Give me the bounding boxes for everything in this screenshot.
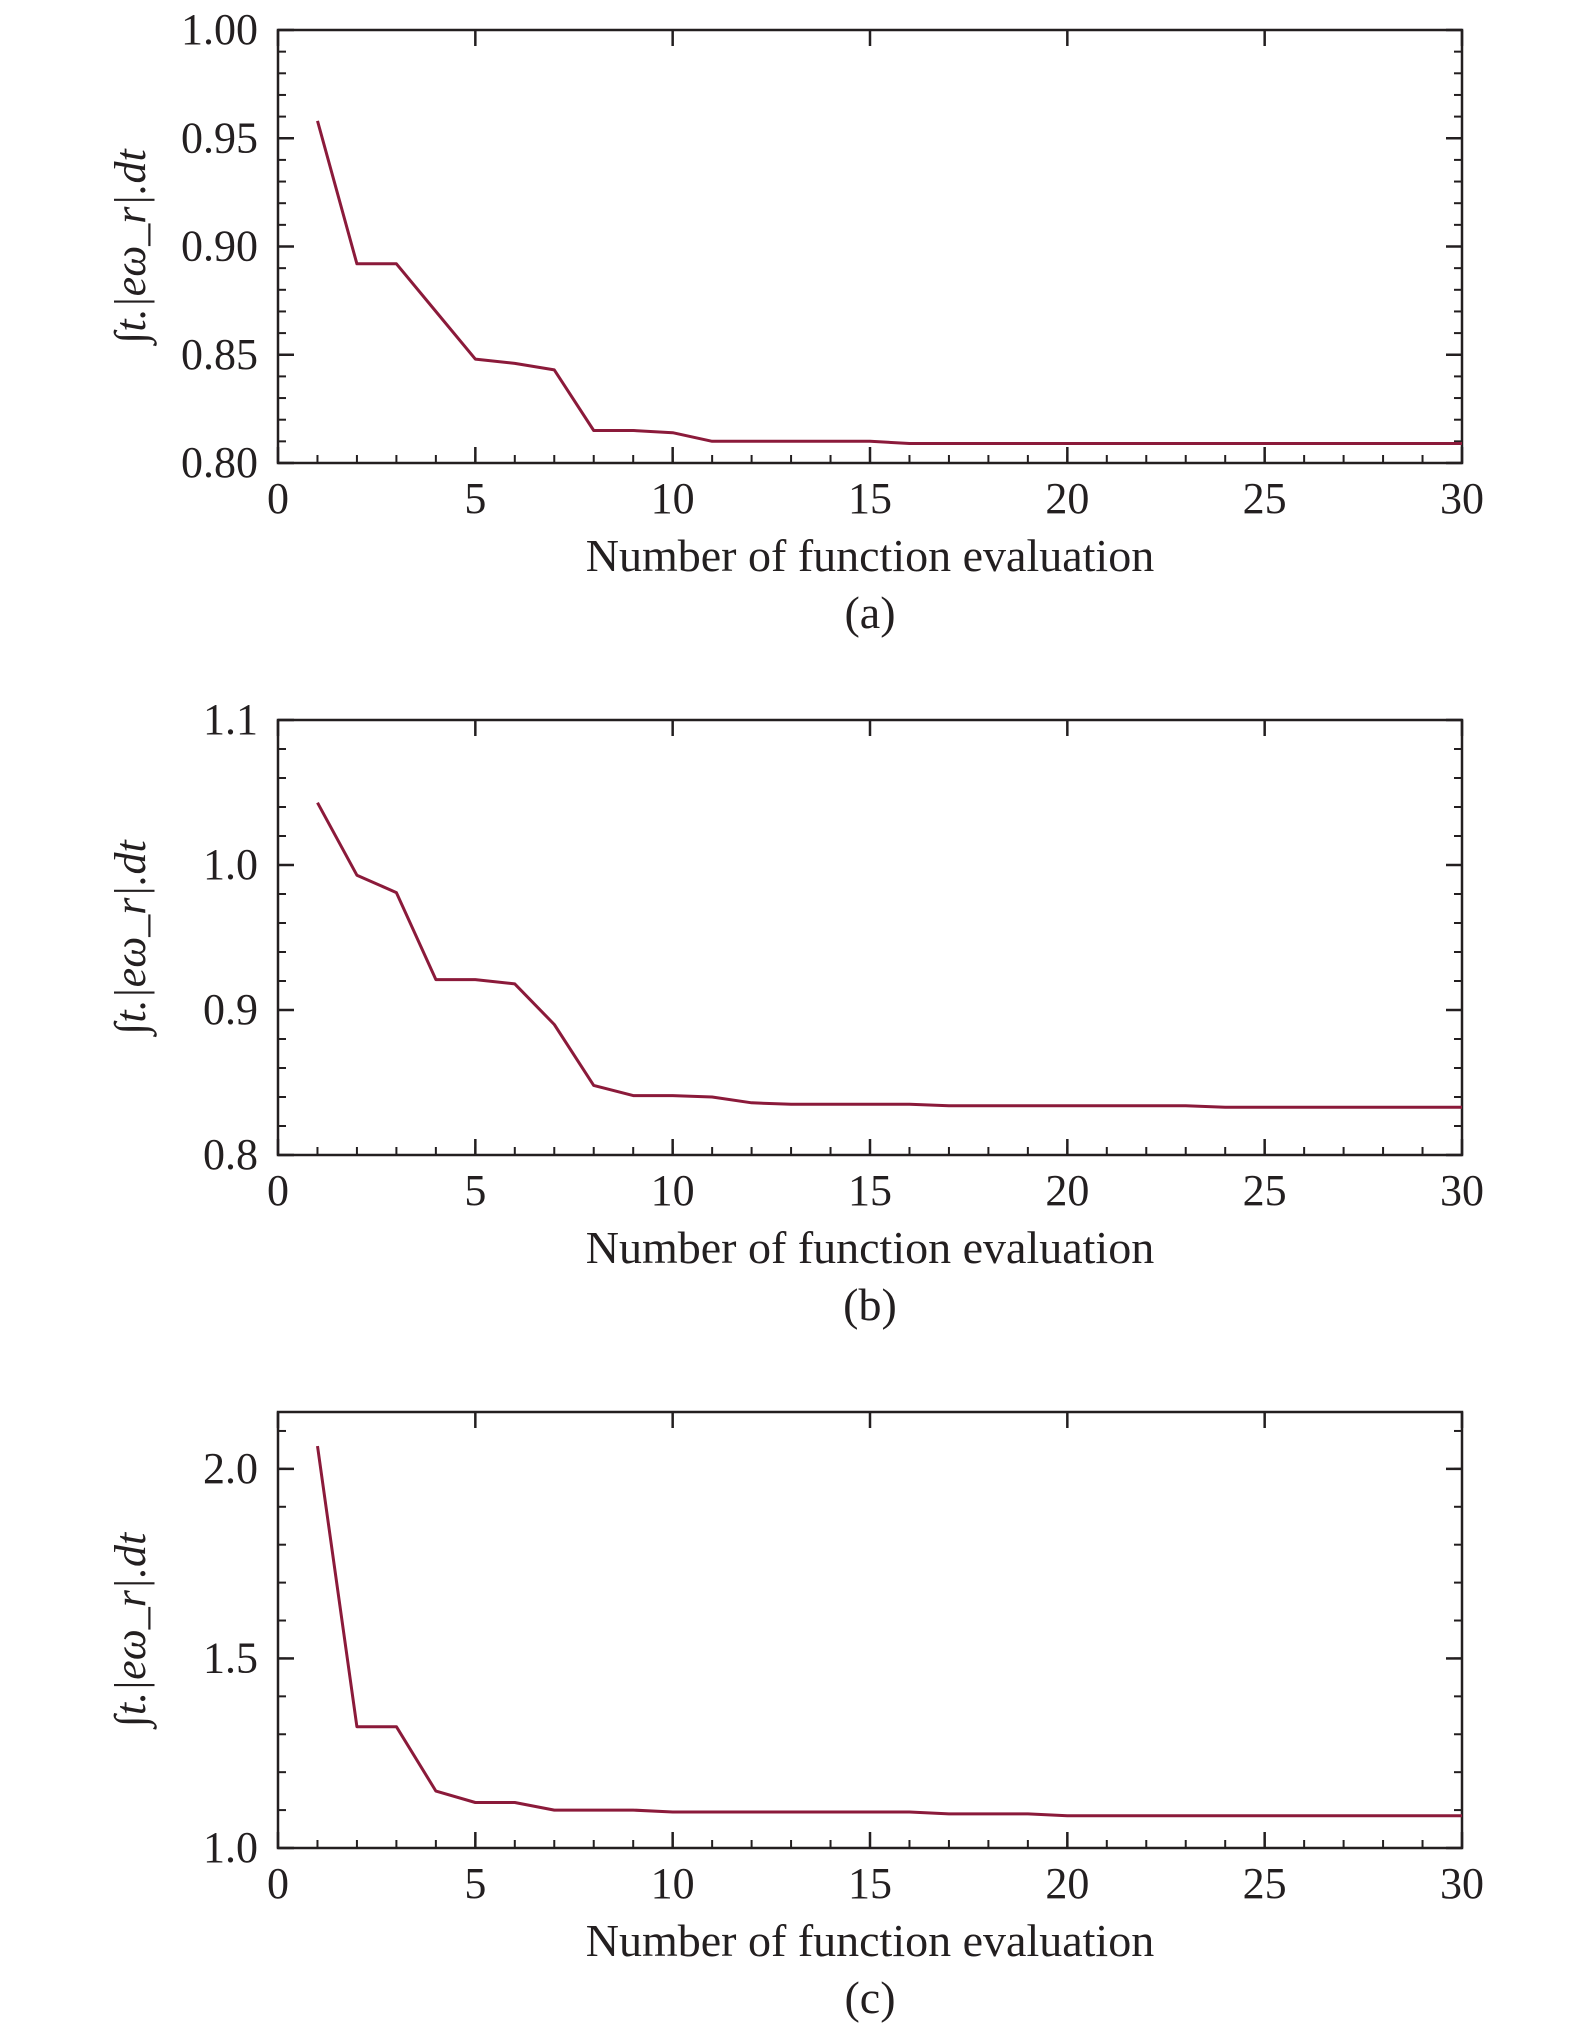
y-tick-label: 1.0 <box>203 1823 258 1872</box>
series-line <box>316 120 1462 445</box>
x-tick-label: 5 <box>464 1859 486 1908</box>
y-tick-label: 0.85 <box>181 330 258 379</box>
x-tick-label: 20 <box>1045 1859 1089 1908</box>
x-tick-label: 20 <box>1045 1166 1089 1215</box>
series-line <box>316 1445 1462 1818</box>
y-tick-label: 0.95 <box>181 113 258 162</box>
x-tick-label: 30 <box>1440 1859 1484 1908</box>
series-line <box>316 801 1462 1109</box>
panel-label: (a) <box>844 587 895 638</box>
x-tick-label: 30 <box>1440 1166 1484 1215</box>
x-tick-label: 15 <box>848 1166 892 1215</box>
y-tick-label: 0.90 <box>181 222 258 271</box>
x-tick-label: 5 <box>464 474 486 523</box>
x-axis-label: Number of function evaluation <box>586 1222 1154 1273</box>
x-tick-label: 0 <box>267 1166 289 1215</box>
x-tick-label: 15 <box>848 474 892 523</box>
x-tick-label: 10 <box>651 1166 695 1215</box>
x-tick-label: 0 <box>267 474 289 523</box>
x-tick-label: 10 <box>651 474 695 523</box>
chart-panel-1: 0 5 10 15 20 25 30 0.80 0.85 0.90 0.95 1.00 Number o… <box>106 5 1484 638</box>
y-axis-label: ∫t.|eω_r|.dt <box>106 1531 157 1730</box>
y-axis-label: ∫t.|eω_r|.dt <box>106 839 157 1038</box>
x-tick-label: 25 <box>1243 1166 1287 1215</box>
chart-panel-2: 0 5 10 15 20 25 30 0.8 0.9 1.0 1.1 Number of functi… <box>106 695 1484 1330</box>
y-tick-label: 1.00 <box>181 5 258 54</box>
x-tick-label: 5 <box>464 1166 486 1215</box>
y-tick-label: 0.9 <box>203 985 258 1034</box>
y-tick-label: 2.0 <box>203 1444 258 1493</box>
x-tick-label: 10 <box>651 1859 695 1908</box>
plot-frame <box>276 28 1464 465</box>
x-axis-label: Number of function evaluation <box>586 530 1154 581</box>
x-tick-label: 0 <box>267 1859 289 1908</box>
x-tick-label: 15 <box>848 1859 892 1908</box>
panel-label: (c) <box>844 1972 895 2023</box>
y-tick-label: 0.8 <box>203 1130 258 1179</box>
x-tick-label: 25 <box>1243 1859 1287 1908</box>
chart-panel-3: 0 5 10 15 20 25 30 1.0 1.5 2.0 Number of function … <box>106 1410 1484 2023</box>
plot-frame <box>276 718 1464 1157</box>
y-tick-label: 1.5 <box>203 1633 258 1682</box>
x-tick-label: 30 <box>1440 474 1484 523</box>
y-axis-label: ∫t.|eω_r|.dt <box>106 148 157 347</box>
y-tick-label: 1.1 <box>203 695 258 744</box>
x-tick-label: 20 <box>1045 474 1089 523</box>
plot-frame <box>276 1410 1464 1850</box>
x-axis-label: Number of function evaluation <box>586 1915 1154 1966</box>
y-tick-label: 0.80 <box>181 438 258 487</box>
y-tick-label: 1.0 <box>203 840 258 889</box>
x-tick-label: 25 <box>1243 474 1287 523</box>
panel-label: (b) <box>843 1279 897 1330</box>
